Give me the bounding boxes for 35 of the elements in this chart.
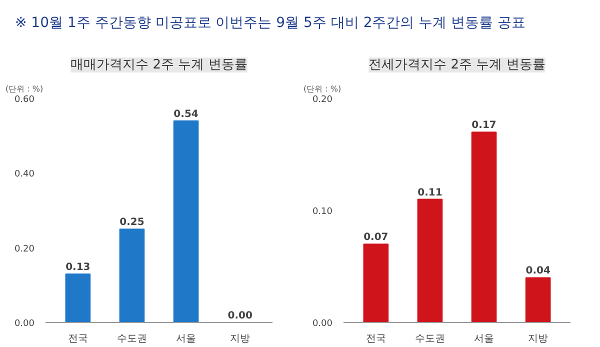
bar — [525, 277, 551, 322]
bar — [65, 273, 91, 322]
data-label: 0.54 — [174, 108, 198, 120]
x-tick-label: 서울 — [474, 334, 494, 344]
bar — [363, 244, 389, 322]
y-tick-label: 0.60 — [14, 95, 35, 105]
data-label: 0.11 — [418, 187, 442, 198]
bar — [471, 132, 497, 322]
data-label: 0.13 — [66, 262, 90, 273]
y-tick-label: 0.10 — [312, 207, 333, 217]
x-tick-label: 서울 — [176, 334, 196, 344]
x-tick-label: 지방 — [230, 334, 250, 344]
x-tick-label: 수도권 — [116, 334, 147, 344]
chart-title: 전세가격지수 2주 누계 변동률 — [368, 58, 546, 72]
y-tick-label: 0.40 — [14, 170, 35, 180]
data-label: 0.25 — [120, 217, 144, 228]
bar — [119, 228, 145, 322]
data-label: 0.07 — [364, 232, 388, 244]
data-label: 0.04 — [526, 266, 550, 277]
x-tick-label: 수도권 — [414, 334, 445, 344]
data-label: 0.00 — [228, 310, 252, 322]
chart-title: 매매가격지수 2주 누계 변동률 — [70, 58, 248, 72]
y-tick-label: 0.20 — [312, 95, 333, 105]
text: (단위 : %) — [304, 84, 342, 94]
x-tick-label: 전국 — [68, 334, 88, 344]
data-label: 0.17 — [472, 120, 496, 132]
y-tick-label: 0.00 — [312, 319, 333, 329]
text: (단위 : %) — [6, 84, 44, 94]
y-tick-label: 0.00 — [14, 319, 35, 329]
x-tick-label: 전국 — [366, 334, 386, 344]
text: ※ 10월 1주 주간동향 미공표로 이번주는 9월 5주 대비 2주간의 누계 변동률 공표 — [15, 14, 526, 33]
x-tick-label: 지방 — [528, 334, 548, 344]
bar — [173, 120, 199, 322]
bar — [417, 198, 443, 322]
y-tick-label: 0.20 — [14, 244, 35, 254]
